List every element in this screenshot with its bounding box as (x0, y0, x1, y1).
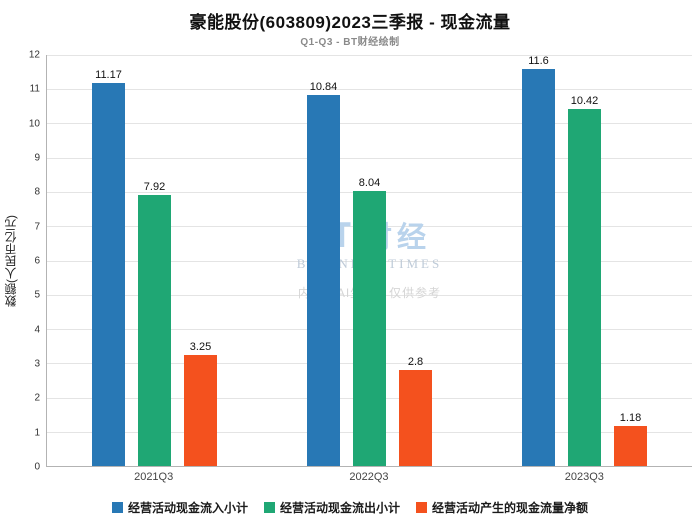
x-axis: 2021Q3 2022Q3 2023Q3 (46, 471, 692, 483)
bar-value-label: 11.6 (528, 55, 549, 67)
y-axis-title: 数额(人民币亿元) (4, 215, 18, 307)
chart-title: 豪能股份(603809)2023三季报 - 现金流量 (189, 13, 511, 32)
x-tick-label: 2023Q3 (564, 471, 604, 483)
bar-2023Q3: 1.18 (614, 55, 647, 466)
y-tick-label: 1 (34, 427, 40, 439)
legend-swatch (416, 502, 427, 513)
gridline (47, 157, 692, 159)
legend: 经营活动现金流入小计 经营活动现金流出小计 经营活动产生的现金流量净额 (0, 499, 700, 516)
y-tick-label: 5 (34, 289, 40, 301)
y-tick-label: 2 (34, 392, 40, 404)
bar (568, 109, 601, 466)
gridline (47, 89, 692, 91)
legend-swatch (263, 502, 275, 513)
legend-label: 经营活动产生的现金流量净额 (432, 501, 589, 515)
bar-value-label: 7.92 (143, 180, 166, 193)
bar (184, 354, 217, 466)
bar-2023Q3: 11.6 (522, 55, 555, 466)
x-tick-label: 2022Q3 (349, 471, 389, 483)
y-tick-label: 6 (34, 255, 40, 267)
bar-value-label: 10.84 (309, 80, 338, 93)
y-tick-label: 8 (34, 186, 40, 198)
bars-container: 11.17 7.92 3.25 10.84 8.04 2.8 11.6 10.42 1.18 (47, 55, 692, 466)
y-tick-label: 7 (34, 221, 40, 233)
y-axis: 0 1 2 3 4 5 6 7 8 9 10 11 12 (22, 50, 42, 473)
y-tick-label: 12 (28, 49, 40, 61)
bar (353, 190, 386, 466)
legend-item: 经营活动现金流出小计 (263, 499, 400, 516)
bar-group-2022Q3: 10.84 8.04 2.8 (262, 55, 477, 466)
gridline (47, 123, 692, 125)
legend-swatch (111, 502, 123, 513)
bar-2023Q3: 10.42 (568, 55, 601, 466)
bar (399, 370, 432, 466)
bar (92, 83, 125, 466)
bar-value-label: 2.8 (407, 356, 424, 369)
bar-2021Q3: 11.17 (92, 55, 125, 466)
y-tick-label: 9 (34, 152, 40, 164)
bar (522, 69, 555, 466)
bar (614, 425, 647, 466)
bar (307, 94, 340, 466)
gridline (47, 55, 692, 56)
legend-label: 经营活动现金流出小计 (279, 501, 400, 515)
bar-value-label: 1.18 (619, 411, 642, 424)
x-tick-label: 2021Q3 (134, 471, 174, 483)
y-tick-label: 3 (34, 358, 40, 370)
bar-value-label: 3.25 (189, 340, 212, 353)
bar-2022Q3: 10.84 (307, 55, 340, 466)
bar-value-label: 8.04 (358, 176, 381, 189)
y-tick-label: 11 (29, 83, 40, 95)
bar-2022Q3: 8.04 (353, 55, 386, 466)
bar-value-label: 11.17 (95, 69, 122, 82)
bar-group-2021Q3: 11.17 7.92 3.25 (47, 55, 262, 466)
bar-2022Q3: 2.8 (399, 55, 432, 466)
y-tick-label: 0 (34, 461, 40, 473)
bar-2021Q3: 7.92 (138, 55, 171, 466)
legend-item: 经营活动产生的现金流量净额 (416, 499, 588, 516)
bar-group-2023Q3: 11.6 10.42 1.18 (477, 55, 692, 466)
bar (138, 194, 171, 466)
y-tick-label: 4 (34, 324, 40, 336)
bar-2021Q3: 3.25 (184, 55, 217, 466)
legend-label: 经营活动现金流入小计 (127, 501, 248, 515)
y-tick-label: 10 (28, 118, 40, 130)
bar-value-label: 10.42 (570, 95, 599, 108)
legend-item: 经营活动现金流入小计 (111, 499, 248, 516)
chart-subtitle: Q1-Q3 - BT财经绘制 (300, 37, 400, 48)
